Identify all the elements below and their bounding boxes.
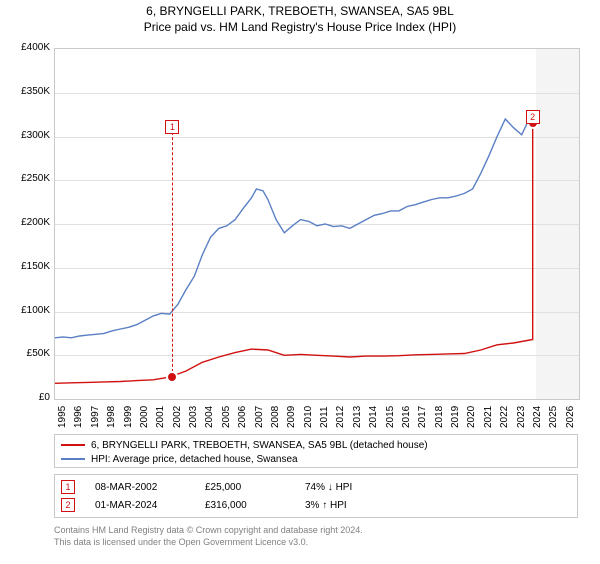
x-tick-label: 2014: [368, 406, 379, 428]
x-tick-label: 2010: [303, 406, 314, 428]
sale-marker: [166, 371, 178, 383]
series-hpi: [55, 115, 533, 338]
sale-row: 2 01-MAR-2024 £316,000 3% ↑ HPI: [61, 496, 571, 514]
x-tick-label: 2009: [286, 406, 297, 428]
legend-item: HPI: Average price, detached house, Swan…: [61, 452, 571, 466]
sale-id-badge: 1: [61, 480, 75, 494]
sale-row: 1 08-MAR-2002 £25,000 74% ↓ HPI: [61, 478, 571, 496]
x-tick-label: 2013: [352, 406, 363, 428]
x-tick-label: 2023: [516, 406, 527, 428]
y-tick-label: £250K: [10, 173, 50, 184]
series-svg: [55, 49, 579, 399]
title-line-1: 6, BRYNGELLI PARK, TREBOETH, SWANSEA, SA…: [0, 4, 600, 18]
y-tick-label: £350K: [10, 86, 50, 97]
series-price_paid: [55, 123, 533, 384]
x-tick-label: 1996: [73, 406, 84, 428]
x-tick-label: 1998: [106, 406, 117, 428]
x-tick-label: 1999: [123, 406, 134, 428]
sale-date: 08-MAR-2002: [95, 482, 185, 493]
x-tick-label: 2007: [254, 406, 265, 428]
footer-line-1: Contains HM Land Registry data © Crown c…: [54, 524, 363, 536]
legend-label: HPI: Average price, detached house, Swan…: [91, 454, 298, 465]
x-tick-label: 1997: [90, 406, 101, 428]
x-tick-label: 2001: [155, 406, 166, 428]
x-tick-label: 2026: [565, 406, 576, 428]
x-tick-label: 2000: [139, 406, 150, 428]
sale-delta: 74% ↓ HPI: [305, 482, 352, 493]
sale-date: 01-MAR-2024: [95, 500, 185, 511]
chart-plot-area: 12: [54, 48, 580, 400]
sale-price: £316,000: [205, 500, 285, 511]
x-tick-label: 1995: [57, 406, 68, 428]
title-line-2: Price paid vs. HM Land Registry's House …: [0, 20, 600, 34]
sale-id-badge: 2: [61, 498, 75, 512]
x-tick-label: 2020: [466, 406, 477, 428]
x-tick-label: 2018: [434, 406, 445, 428]
sale-price: £25,000: [205, 482, 285, 493]
legend-label: 6, BRYNGELLI PARK, TREBOETH, SWANSEA, SA…: [91, 440, 428, 451]
y-tick-label: £0: [10, 392, 50, 403]
chart-figure: 6, BRYNGELLI PARK, TREBOETH, SWANSEA, SA…: [0, 4, 600, 564]
x-tick-label: 2008: [270, 406, 281, 428]
titles: 6, BRYNGELLI PARK, TREBOETH, SWANSEA, SA…: [0, 4, 600, 34]
x-tick-label: 2024: [532, 406, 543, 428]
x-tick-label: 2025: [548, 406, 559, 428]
x-tick-label: 2002: [172, 406, 183, 428]
y-tick-label: £400K: [10, 42, 50, 53]
legend-item: 6, BRYNGELLI PARK, TREBOETH, SWANSEA, SA…: [61, 438, 571, 452]
sale-delta: 3% ↑ HPI: [305, 500, 347, 511]
legend-swatch: [61, 458, 85, 460]
legend-swatch: [61, 444, 85, 446]
x-tick-label: 2017: [417, 406, 428, 428]
callout-label: 2: [526, 110, 540, 124]
y-tick-label: £100K: [10, 305, 50, 316]
x-tick-label: 2012: [335, 406, 346, 428]
x-tick-label: 2004: [204, 406, 215, 428]
footer-line-2: This data is licensed under the Open Gov…: [54, 536, 363, 548]
callout-line: [172, 127, 173, 377]
y-tick-label: £300K: [10, 130, 50, 141]
callout-label: 1: [165, 120, 179, 134]
x-tick-label: 2021: [483, 406, 494, 428]
y-tick-label: £50K: [10, 348, 50, 359]
sales-table: 1 08-MAR-2002 £25,000 74% ↓ HPI 2 01-MAR-2024…: [54, 474, 578, 518]
y-tick-label: £200K: [10, 217, 50, 228]
x-tick-label: 2019: [450, 406, 461, 428]
x-tick-label: 2022: [499, 406, 510, 428]
x-tick-label: 2011: [319, 406, 330, 428]
legend: 6, BRYNGELLI PARK, TREBOETH, SWANSEA, SA…: [54, 434, 578, 468]
x-tick-label: 2003: [188, 406, 199, 428]
x-tick-label: 2015: [385, 406, 396, 428]
y-tick-label: £150K: [10, 261, 50, 272]
x-tick-label: 2006: [237, 406, 248, 428]
x-tick-label: 2005: [221, 406, 232, 428]
x-tick-label: 2016: [401, 406, 412, 428]
footer-attribution: Contains HM Land Registry data © Crown c…: [54, 524, 363, 548]
